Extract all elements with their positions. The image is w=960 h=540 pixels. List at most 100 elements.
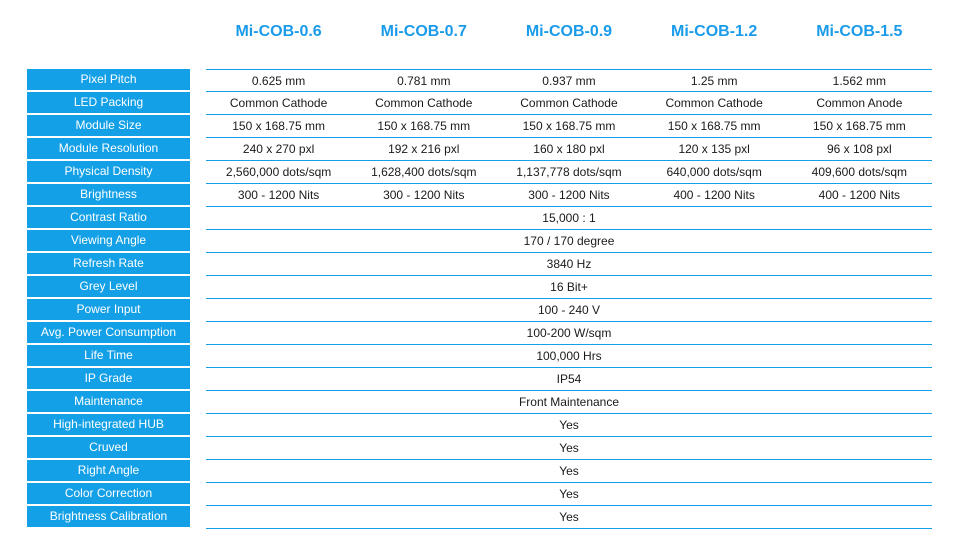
- spec-cell: Common Cathode: [665, 96, 763, 110]
- spec-values: Common Cathode Common Cathode Common Catho…: [206, 92, 932, 115]
- product-header: Mi-COB-1.2: [671, 23, 758, 40]
- spec-cell-merged: Yes: [559, 510, 579, 524]
- product-header: Mi-COB-0.6: [235, 23, 322, 40]
- spec-label: Pixel Pitch: [27, 69, 190, 90]
- spec-label: IP Grade: [27, 368, 190, 389]
- spec-values: Yes: [206, 483, 932, 506]
- spec-row: Refresh Rate 3840 Hz: [27, 253, 932, 276]
- spec-cell-merged: Yes: [559, 418, 579, 432]
- spec-cell-merged: Front Maintenance: [518, 395, 620, 409]
- spec-row: High-integrated HUB Yes: [27, 414, 932, 437]
- spec-label: Module Size: [27, 115, 190, 136]
- spec-cell-merged: 100 - 240 V: [537, 303, 601, 317]
- spec-label: Brightness: [27, 184, 190, 205]
- spec-label: Contrast Ratio: [27, 207, 190, 228]
- spec-cell: Common Cathode: [375, 96, 473, 110]
- spec-cell: 400 - 1200 Nits: [673, 188, 755, 202]
- spec-row: Life Time 100,000 Hrs: [27, 345, 932, 368]
- spec-cell: 1.562 mm: [832, 74, 887, 88]
- spec-cell-merged: 3840 Hz: [546, 257, 592, 271]
- spec-values: Yes: [206, 460, 932, 483]
- product-header-row: Mi-COB-0.6 Mi-COB-0.7 Mi-COB-0.9 Mi-COB-…: [206, 19, 932, 45]
- spec-values: 16 Bit+: [206, 276, 932, 299]
- spec-row: Grey Level 16 Bit+: [27, 276, 932, 299]
- spec-label: Physical Density: [27, 161, 190, 182]
- spec-values: 2,560,000 dots/sqm 1,628,400 dots/sqm 1,13…: [206, 161, 932, 184]
- spec-values: IP54: [206, 368, 932, 391]
- spec-values: 300 - 1200 Nits 300 - 1200 Nits 300 - 1200…: [206, 184, 932, 207]
- spec-values: 240 x 270 pxl 192 x 216 pxl 160 x 180 pxl 1…: [206, 138, 932, 161]
- spec-cell: 1.25 mm: [690, 74, 738, 88]
- spec-row: Brightness 300 - 1200 Nits 300 - 1200 Nits…: [27, 184, 932, 207]
- spec-row: IP Grade IP54: [27, 368, 932, 391]
- spec-row: Module Size 150 x 168.75 mm 150 x 168.75 m…: [27, 115, 932, 138]
- spec-row: Contrast Ratio 15,000 : 1: [27, 207, 932, 230]
- spec-cell: Common Cathode: [520, 96, 618, 110]
- spec-label: Grey Level: [27, 276, 190, 297]
- spec-label: Avg. Power Consumption: [27, 322, 190, 343]
- spec-cell: 150 x 168.75 mm: [232, 119, 325, 133]
- spec-cell-merged: Yes: [559, 487, 579, 501]
- spec-label: Life Time: [27, 345, 190, 366]
- spec-label: High-integrated HUB: [27, 414, 190, 435]
- spec-cell: 0.781 mm: [397, 74, 451, 88]
- spec-cell: 150 x 168.75 mm: [667, 119, 761, 133]
- spec-cell: 0.625 mm: [251, 74, 306, 88]
- spec-values: Yes: [206, 437, 932, 460]
- spec-values: 3840 Hz: [206, 253, 932, 276]
- spec-cell: 0.937 mm: [542, 74, 596, 88]
- spec-values: 100-200 W/sqm: [206, 322, 932, 345]
- spec-cell-merged: Yes: [559, 464, 579, 478]
- spec-cell: Common Anode: [816, 96, 903, 110]
- spec-row: Pixel Pitch 0.625 mm 0.781 mm 0.937 mm 1.25 …: [27, 69, 932, 92]
- spec-cell: 409,600 dots/sqm: [811, 165, 908, 179]
- spec-label: Color Correction: [27, 483, 190, 504]
- spec-cell: 300 - 1200 Nits: [528, 188, 610, 202]
- spec-label: Brightness Calibration: [27, 506, 190, 527]
- spec-values: Yes: [206, 414, 932, 437]
- product-header: Mi-COB-0.7: [380, 23, 467, 40]
- spec-values: Front Maintenance: [206, 391, 932, 414]
- spec-cell-merged: 100,000 Hrs: [536, 349, 602, 363]
- spec-values: 15,000 : 1: [206, 207, 932, 230]
- spec-cell: 400 - 1200 Nits: [818, 188, 901, 202]
- spec-cell: 1,628,400 dots/sqm: [371, 165, 477, 179]
- spec-values: 100,000 Hrs: [206, 345, 932, 368]
- spec-row: Avg. Power Consumption 100-200 W/sqm: [27, 322, 932, 345]
- spec-row: Viewing Angle 170 / 170 degree: [27, 230, 932, 253]
- spec-label: Power Input: [27, 299, 190, 320]
- spec-cell-merged: 15,000 : 1: [542, 211, 596, 225]
- spec-label: LED Packing: [27, 92, 190, 113]
- spec-cell: 640,000 dots/sqm: [666, 165, 762, 179]
- spec-values: Yes: [206, 506, 932, 529]
- spec-row: Cruved Yes: [27, 437, 932, 460]
- spec-row: Power Input 100 - 240 V: [27, 299, 932, 322]
- spec-cell-merged: IP54: [556, 372, 582, 386]
- spec-row: Maintenance Front Maintenance: [27, 391, 932, 414]
- spec-row: Color Correction Yes: [27, 483, 932, 506]
- spec-label: Module Resolution: [27, 138, 190, 159]
- spec-cell-merged: Yes: [559, 441, 579, 455]
- spec-row: LED Packing Common Cathode Common Cathode C…: [27, 92, 932, 115]
- spec-cell: 300 - 1200 Nits: [237, 188, 320, 202]
- spec-cell: 240 x 270 pxl: [242, 142, 315, 156]
- spec-values: 170 / 170 degree: [206, 230, 932, 253]
- spec-cell: 2,560,000 dots/sqm: [225, 165, 332, 179]
- spec-label: Viewing Angle: [27, 230, 190, 251]
- spec-values: 150 x 168.75 mm 150 x 168.75 mm 150 x 168.…: [206, 115, 932, 138]
- spec-row: Right Angle Yes: [27, 460, 932, 483]
- spec-cell: 120 x 135 pxl: [678, 142, 750, 156]
- spec-row: Brightness Calibration Yes: [27, 506, 932, 529]
- spec-label: Right Angle: [27, 460, 190, 481]
- spec-cell: 160 x 180 pxl: [533, 142, 605, 156]
- product-header: Mi-COB-0.9: [525, 23, 613, 40]
- spec-cell: 1,137,778 dots/sqm: [516, 165, 622, 179]
- spec-table: Pixel Pitch 0.625 mm 0.781 mm 0.937 mm 1.25 …: [27, 69, 932, 529]
- spec-cell: 150 x 168.75 mm: [812, 119, 906, 133]
- spec-label: Maintenance: [27, 391, 190, 412]
- spec-cell: Common Cathode: [229, 96, 328, 110]
- spec-cell: 150 x 168.75 mm: [377, 119, 471, 133]
- spec-values: 100 - 240 V: [206, 299, 932, 322]
- spec-cell: 192 x 216 pxl: [388, 142, 460, 156]
- spec-cell-merged: 100-200 W/sqm: [526, 326, 612, 340]
